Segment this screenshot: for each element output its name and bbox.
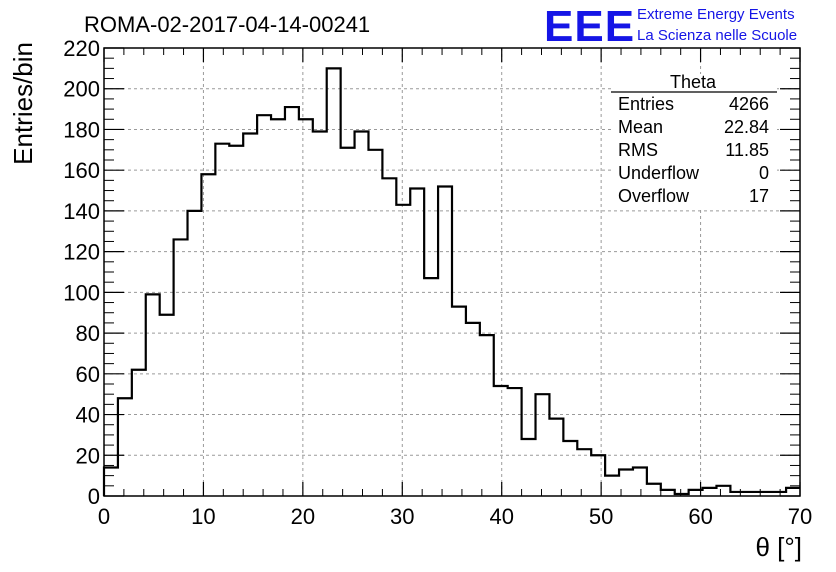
stats-title: Theta [670, 72, 717, 92]
x-tick-label: 40 [489, 504, 513, 529]
stats-label-overflow: Overflow [618, 186, 690, 206]
stats-value-rms: 11.85 [725, 140, 769, 160]
y-tick-label: 100 [63, 280, 100, 305]
axis-ticks [103, 47, 801, 497]
y-tick-label: 0 [88, 484, 100, 509]
y-tick-label: 20 [76, 443, 100, 468]
stats-label-mean: Mean [618, 117, 663, 137]
stats-box: Theta Entries 4266 Mean 22.84 RMS 11.85 … [611, 72, 777, 210]
x-tick-label: 20 [291, 504, 315, 529]
x-tick-label: 60 [688, 504, 712, 529]
y-axis-label: Entries/bin [8, 42, 38, 165]
y-tick-label: 120 [63, 240, 100, 265]
stats-value-overflow: 17 [749, 186, 769, 206]
chart-title: ROMA-02-2017-04-14-00241 [84, 12, 370, 37]
x-axis-label: θ [°] [755, 532, 802, 562]
logo-line-2: La Scienza nelle Scuole [637, 27, 797, 44]
histogram-line [102, 67, 800, 496]
logo-line-1: Extreme Energy Events [637, 6, 795, 23]
plot-frame [103, 47, 801, 497]
y-tick-label: 140 [63, 199, 100, 224]
y-tick-label: 40 [76, 403, 100, 428]
stats-value-mean: 22.84 [724, 117, 769, 137]
x-tick-label: 70 [788, 504, 812, 529]
y-tick-label: 80 [76, 321, 100, 346]
stats-value-entries: 4266 [729, 94, 769, 114]
y-tick-labels: 0 20 40 60 80 100 120 140 160 180 200 220 [63, 36, 100, 509]
stats-value-underflow: 0 [759, 163, 769, 183]
stats-label-underflow: Underflow [618, 163, 700, 183]
y-tick-label: 220 [63, 36, 100, 61]
y-tick-label: 180 [63, 117, 100, 142]
stats-label-rms: RMS [618, 140, 658, 160]
y-tick-label: 200 [63, 77, 100, 102]
x-tick-label: 10 [191, 504, 215, 529]
eee-logo: EEE [544, 2, 635, 51]
x-tick-label: 30 [390, 504, 414, 529]
y-tick-label: 60 [76, 362, 100, 387]
stats-label-entries: Entries [618, 94, 674, 114]
x-tick-labels: 0 10 20 30 40 50 60 70 [98, 504, 812, 529]
y-tick-label: 160 [63, 158, 100, 183]
x-tick-label: 50 [589, 504, 613, 529]
x-tick-label: 0 [98, 504, 110, 529]
